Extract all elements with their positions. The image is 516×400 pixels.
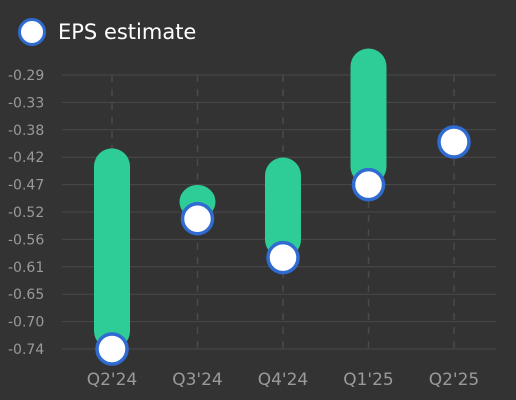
x-tick-label: Q1'25 (343, 370, 394, 390)
legend-label: EPS estimate (58, 20, 197, 44)
y-tick-label: -0.42 (8, 150, 44, 166)
legend: EPS estimate (18, 18, 196, 46)
x-tick-label: Q4'24 (258, 370, 309, 390)
y-tick-label: -0.47 (8, 178, 44, 194)
range-bar (94, 148, 130, 349)
range-bar (350, 48, 387, 185)
eps-estimate-point (437, 125, 471, 159)
range-bar (265, 157, 301, 258)
y-tick-label: -0.52 (8, 205, 44, 221)
y-tick-label: -0.65 (8, 287, 44, 303)
y-tick-label: -0.33 (8, 95, 44, 111)
legend-marker-icon (18, 18, 46, 46)
y-tick-label: -0.38 (8, 123, 44, 139)
x-tick-label: Q2'24 (87, 370, 138, 390)
x-tick-label: Q2'25 (429, 370, 480, 390)
y-tick-label: -0.70 (8, 315, 44, 331)
eps-estimate-point (95, 332, 129, 366)
y-tick-label: -0.74 (8, 342, 44, 358)
y-tick-label: -0.56 (8, 232, 44, 248)
x-tick-label: Q3'24 (172, 370, 223, 390)
y-tick-label: -0.29 (8, 68, 44, 84)
eps-estimate-point (351, 167, 386, 202)
y-tick-label: -0.61 (8, 260, 44, 276)
eps-estimate-point (180, 201, 215, 236)
eps-estimate-point (266, 240, 300, 275)
